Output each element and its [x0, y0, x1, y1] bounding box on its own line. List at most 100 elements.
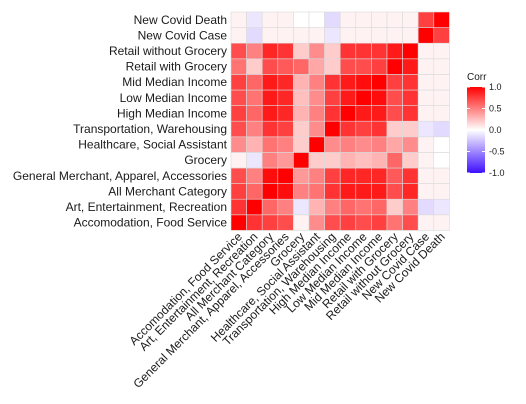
heatmap-cell [386, 27, 403, 44]
heatmap-cell [371, 89, 388, 106]
heatmap-cell [355, 214, 372, 231]
y-tick-label: Art, Entertainment, Recreation [66, 200, 227, 214]
y-tick-label: All Merchant Category [108, 184, 227, 198]
heatmap-cell [293, 167, 310, 184]
heatmap-cell [339, 167, 357, 184]
y-tick-label: Accomodation, Food Service [74, 216, 228, 230]
heatmap-cell [386, 89, 403, 106]
heatmap-cell [324, 152, 341, 169]
heatmap-cell [324, 167, 341, 184]
heatmap-cell [402, 120, 419, 138]
y-tick-label: Low Median Income [120, 91, 228, 105]
heatmap-cell [293, 105, 310, 122]
heatmap-cell [371, 120, 388, 138]
heatmap-cell [371, 11, 388, 28]
heatmap-cell [246, 27, 263, 44]
heatmap-cell [402, 198, 419, 216]
heatmap-cell [339, 42, 357, 60]
heatmap-cell [402, 27, 419, 44]
heatmap-cell [230, 214, 247, 231]
heatmap-cell [308, 27, 325, 44]
heatmap-cell [386, 136, 403, 153]
heatmap-cell [246, 214, 263, 231]
heatmap-cell [230, 105, 247, 122]
y-tick-label: Healthcare, Social Assistant [78, 138, 227, 152]
heatmap-cell [230, 183, 247, 200]
heatmap-cell [371, 105, 388, 122]
legend-tick-label: 1.0 [489, 82, 502, 92]
heatmap-cell [433, 42, 450, 60]
heatmap-cell [402, 74, 419, 91]
heatmap-cell [246, 136, 263, 153]
heatmap-cell [402, 136, 419, 153]
heatmap-cell [355, 74, 372, 91]
heatmap-cell [261, 136, 279, 153]
heatmap-cell [339, 152, 357, 169]
heatmap-cell [261, 183, 279, 200]
heatmap-cell [293, 11, 310, 28]
heatmap-cell [355, 136, 372, 153]
heatmap-cell [261, 42, 279, 60]
heatmap-cell [417, 105, 435, 122]
heatmap-cell [308, 136, 325, 153]
heatmap-cell [386, 58, 403, 75]
heatmap-cell [386, 183, 403, 200]
heatmap-cell [246, 120, 263, 138]
heatmap-cell [308, 167, 325, 184]
heatmap-cell [261, 120, 279, 138]
heatmap-cell [433, 11, 450, 28]
heatmap-cell [246, 198, 263, 216]
legend-tick-label: -1.0 [489, 168, 505, 178]
heatmap-cell [246, 89, 263, 106]
heatmap-cell [339, 136, 357, 153]
heatmap-cell [371, 167, 388, 184]
heatmap-cell [433, 58, 450, 75]
heatmap-cell [246, 183, 263, 200]
heatmap-cell [293, 74, 310, 91]
heatmap-cell [324, 198, 341, 216]
heatmap-cell [339, 214, 357, 231]
heatmap-cell [355, 58, 372, 75]
heatmap-cell [355, 42, 372, 60]
heatmap-cell [339, 198, 357, 216]
heatmap-cell [433, 183, 450, 200]
heatmap-cell [324, 136, 341, 153]
heatmap-cell [433, 74, 450, 91]
heatmap-cell [261, 105, 279, 122]
heatmap-cell [308, 214, 325, 231]
heatmap-cell [324, 74, 341, 91]
heatmap-cell [308, 89, 325, 106]
heatmap-cell [293, 198, 310, 216]
heatmap-cells [230, 11, 450, 231]
heatmap-cell [324, 214, 341, 231]
heatmap-cell [246, 58, 263, 75]
heatmap-cell [386, 74, 403, 91]
heatmap-cell [433, 167, 450, 184]
heatmap-cell [355, 152, 372, 169]
legend-tick-label: 0.5 [489, 104, 502, 114]
heatmap-cell [308, 183, 325, 200]
legend: Corr 1.0 0.5 0.0 -0.5 -1.0 [467, 72, 505, 178]
heatmap-cell [433, 198, 450, 216]
heatmap-cell [293, 42, 310, 60]
heatmap-cell [308, 152, 325, 169]
heatmap-cell [386, 167, 403, 184]
heatmap-cell [277, 74, 294, 91]
heatmap-cell [261, 74, 279, 91]
heatmap-cell [355, 89, 372, 106]
heatmap-cell [371, 198, 388, 216]
y-axis-labels: Accomodation, Food Service Art, Entertain… [13, 13, 228, 230]
y-tick-label: New Covid Case [138, 28, 228, 42]
heatmap-cell [308, 120, 325, 138]
heatmap-cell [230, 58, 247, 75]
heatmap-cell [402, 105, 419, 122]
heatmap-cell [246, 42, 263, 60]
heatmap-cell [277, 42, 294, 60]
y-tick-label: New Covid Death [134, 13, 227, 27]
heatmap-cell [355, 11, 372, 28]
heatmap-cell [308, 198, 325, 216]
heatmap-cell [277, 136, 294, 153]
heatmap-cell [230, 167, 247, 184]
